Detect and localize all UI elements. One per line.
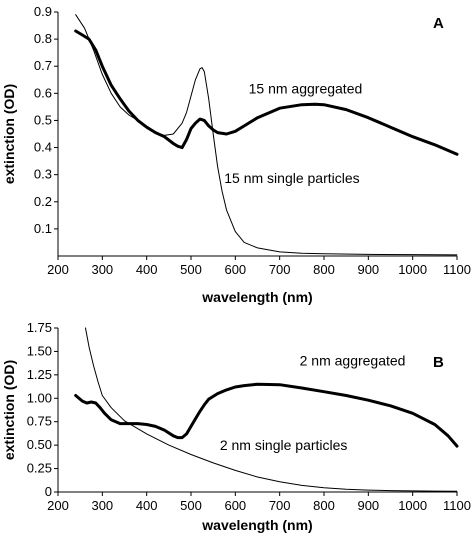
x-tick-label: 500 xyxy=(180,262,202,277)
x-tick-label: 1000 xyxy=(398,262,427,277)
series-line-2-nm-aggregated xyxy=(74,382,459,448)
y-tick-label: 1.25 xyxy=(27,367,52,382)
series-line-2-nm-single-particles xyxy=(85,327,458,492)
x-tick-label: 600 xyxy=(224,498,246,513)
x-tick-label: 900 xyxy=(357,498,379,513)
y-tick-label: 1.75 xyxy=(27,320,52,335)
y-tick-label: 0.6 xyxy=(34,85,52,100)
x-tick-label: 1100 xyxy=(443,262,471,277)
y-tick-label: 0.9 xyxy=(34,4,52,19)
y-axis-label: extinction (OD) xyxy=(1,360,17,460)
y-tick-label: 0.5 xyxy=(34,112,52,127)
x-tick-label: 300 xyxy=(91,498,113,513)
y-tick-label: 0.7 xyxy=(34,58,52,73)
y-tick-label: 0.2 xyxy=(34,194,52,209)
x-tick-label: 700 xyxy=(269,498,291,513)
y-tick-label: 0.75 xyxy=(27,414,52,429)
panel-label-b: B xyxy=(433,354,444,371)
chart-panel-a: 200 300 400 500 600 700 800 900 1000 1100 0.1 0.2 0.… xyxy=(1,4,471,305)
series-annotation: 15 nm single particles xyxy=(224,170,359,186)
y-tick-label: 0.1 xyxy=(34,221,52,236)
x-tick-label: 400 xyxy=(136,262,158,277)
series-annotation: 15 nm aggregated xyxy=(249,80,363,96)
x-tick-label: 700 xyxy=(269,262,291,277)
x-tick-label: 900 xyxy=(357,262,379,277)
y-tick-label: 0.3 xyxy=(34,167,52,182)
y-tick-label: 0.4 xyxy=(34,140,52,155)
chart-panel-b: 200 300 400 500 600 700 800 900 1000 1100 0 0.25 0.5… xyxy=(1,320,471,533)
series-annotation: 2 nm aggregated xyxy=(300,352,406,368)
x-tick-label: 1000 xyxy=(398,498,427,513)
x-tick-label: 400 xyxy=(136,498,158,513)
panel-label-a: A xyxy=(433,15,444,32)
y-axis-label: extinction (OD) xyxy=(1,84,17,184)
x-axis-label: wavelength (nm) xyxy=(201,517,312,533)
x-tick-label: 200 xyxy=(47,498,69,513)
y-tick-label: 1.50 xyxy=(27,343,52,358)
series-annotation: 2 nm single particles xyxy=(220,437,348,453)
x-tick-label: 300 xyxy=(91,262,113,277)
series-line-15-nm-single-particles xyxy=(75,14,458,256)
x-tick-label: 800 xyxy=(313,498,335,513)
x-tick-label: 600 xyxy=(224,262,246,277)
x-tick-label: 800 xyxy=(313,262,335,277)
y-tick-label: 0 xyxy=(45,484,52,499)
series-line-15-nm-aggregated xyxy=(74,29,459,156)
x-tick-label: 500 xyxy=(180,498,202,513)
y-tick-label: 0.25 xyxy=(27,461,52,476)
y-tick-label: 0.50 xyxy=(27,437,52,452)
y-tick-label: 0.8 xyxy=(34,31,52,46)
x-tick-label: 200 xyxy=(47,262,69,277)
y-tick-label: 1.00 xyxy=(27,390,52,405)
x-axis-label: wavelength (nm) xyxy=(201,289,312,305)
x-tick-label: 1100 xyxy=(443,498,471,513)
